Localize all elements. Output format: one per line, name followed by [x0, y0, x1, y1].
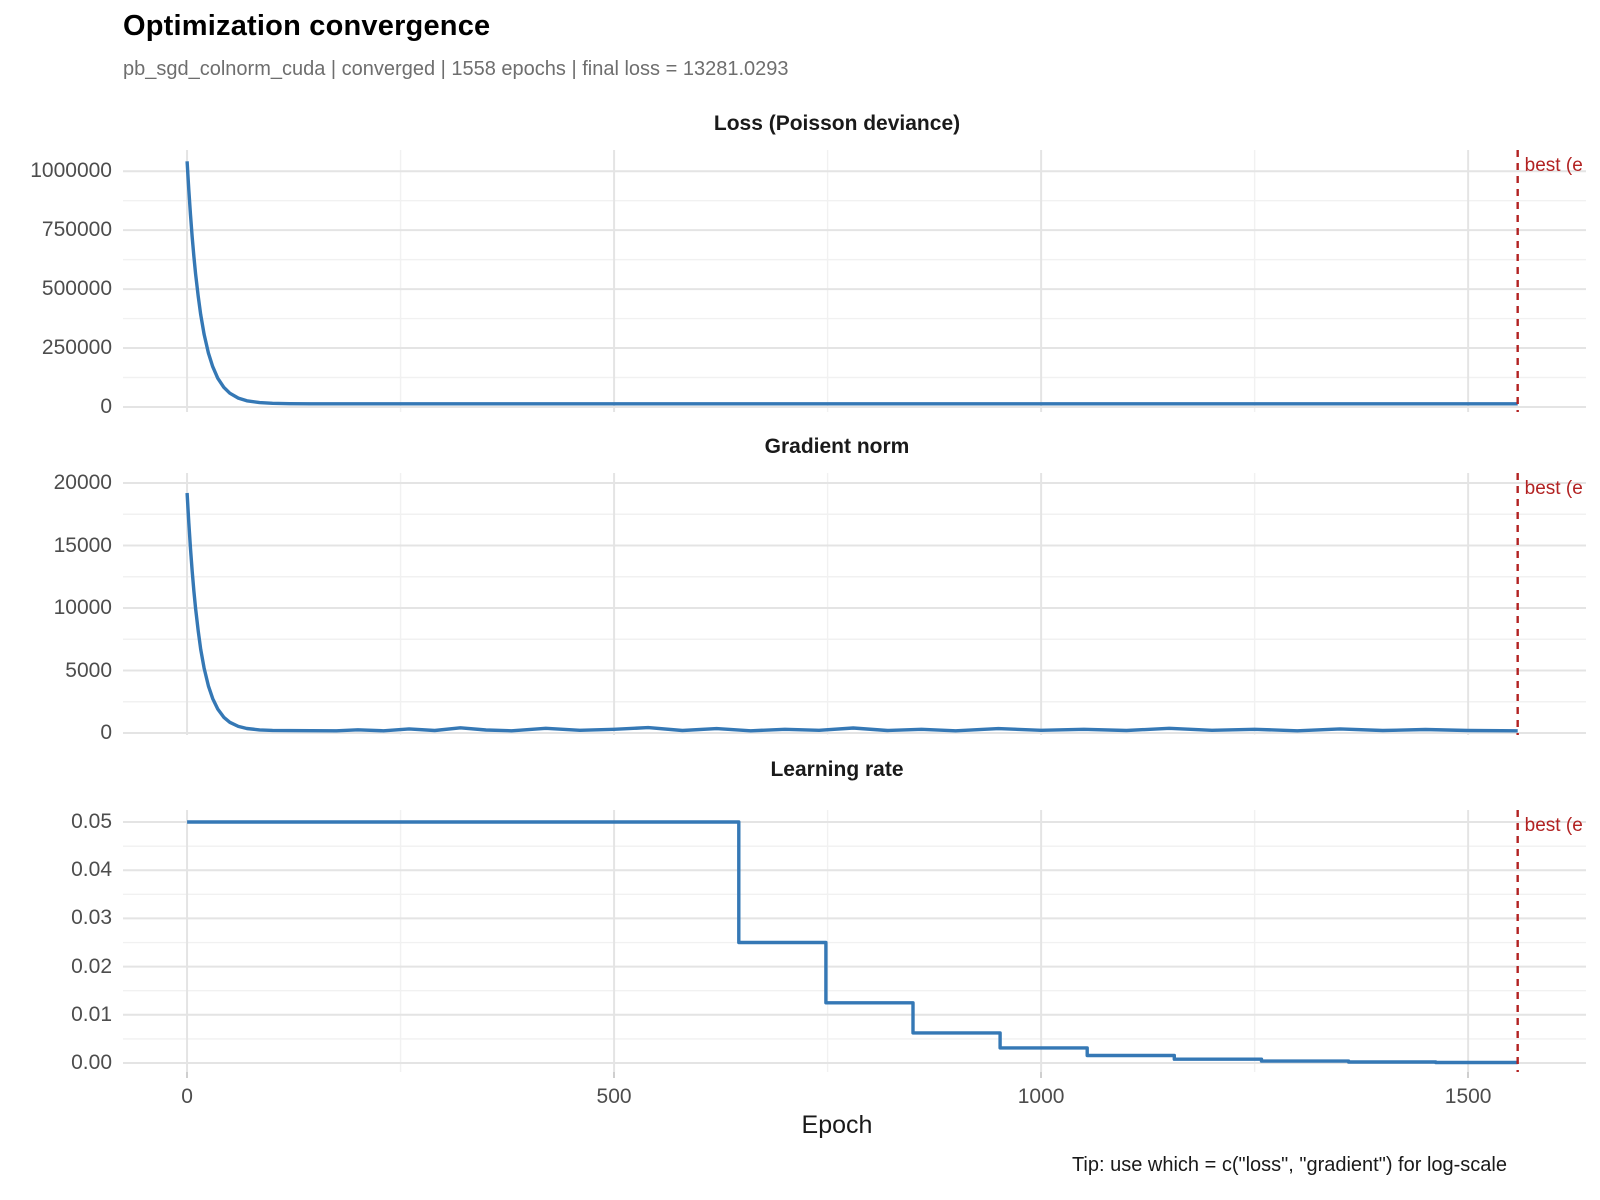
- gradient-plot-area: [123, 473, 1586, 735]
- x-tick-mark: [186, 1072, 189, 1078]
- chart-title: Optimization convergence: [123, 10, 491, 42]
- y-tick-label: 0.04: [71, 858, 112, 882]
- y-tick-label: 0.02: [71, 954, 112, 978]
- loss-curve: [185, 161, 1518, 406]
- y-tick-label: 750000: [41, 218, 112, 242]
- learning_rate-plot-area: [123, 810, 1586, 1072]
- best-epoch-label: best (e: [1524, 815, 1583, 836]
- panel-title-learning-rate: Learning rate: [770, 758, 904, 781]
- y-tick-label: 1000000: [30, 159, 112, 183]
- chart-subtitle: pb_sgd_colnorm_cuda | converged | 1558 e…: [123, 58, 789, 80]
- y-tick-label: 0.03: [71, 906, 112, 930]
- best-epoch-label: best (e: [1524, 155, 1583, 176]
- y-tick-label: 0: [100, 721, 112, 744]
- learning_rate-curve: [187, 820, 1518, 1065]
- x-tick-label: 500: [596, 1085, 632, 1108]
- loss-plot-area: [123, 150, 1586, 412]
- y-tick-label: 20000: [53, 471, 112, 494]
- gradient-panel: [123, 473, 1586, 735]
- x-tick-label: 1000: [1017, 1085, 1065, 1108]
- y-tick-label: 0.00: [71, 1050, 112, 1074]
- y-tick-label: 0.01: [71, 1002, 112, 1026]
- gradient-curve: [185, 492, 1518, 733]
- y-tick-label: 10000: [53, 596, 112, 619]
- y-tick-label: 0: [100, 394, 112, 418]
- x-tick-mark: [613, 1072, 616, 1078]
- y-tick-label: 500000: [41, 277, 112, 301]
- y-tick-label: 250000: [41, 336, 112, 360]
- x-tick-mark: [1040, 1072, 1043, 1078]
- x-tick-mark: [1467, 1072, 1470, 1078]
- x-tick-label: 0: [181, 1085, 193, 1108]
- panel-title-gradient: Gradient norm: [764, 435, 910, 458]
- x-axis-title: Epoch: [801, 1111, 873, 1139]
- y-tick-label: 15000: [53, 533, 112, 557]
- loss-panel: [123, 150, 1586, 412]
- best-epoch-label: best (e: [1524, 478, 1583, 499]
- panel-title-loss: Loss (Poisson deviance): [713, 112, 961, 135]
- y-tick-label: 0.05: [71, 810, 112, 834]
- y-tick-label: 5000: [65, 658, 112, 682]
- learning-rate-panel: [123, 810, 1586, 1072]
- caption: Tip: use which = c("loss", "gradient") f…: [1071, 1154, 1507, 1176]
- x-tick-label: 1500: [1444, 1085, 1492, 1108]
